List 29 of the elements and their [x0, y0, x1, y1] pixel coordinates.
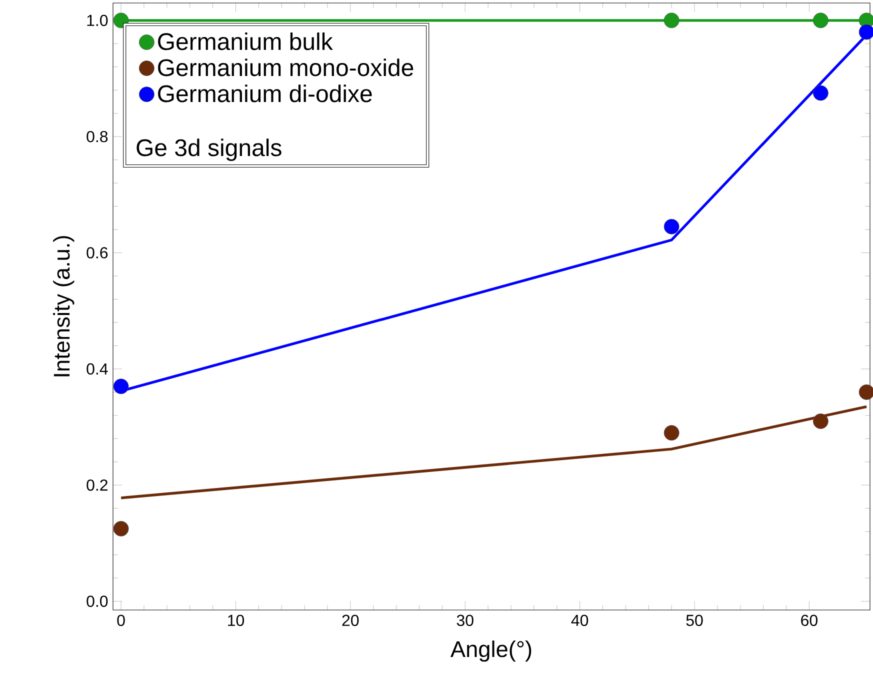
point — [113, 12, 129, 28]
x-axis-title: Angle(°) — [450, 640, 532, 662]
x-tick-label: 0 — [117, 614, 125, 626]
line-series — [120, 405, 868, 500]
annotation: Ge 3d signals — [136, 138, 282, 161]
x-tick-label: 40 — [571, 614, 588, 626]
x-tick-label: 50 — [686, 614, 703, 626]
x-tick-label: 20 — [342, 614, 359, 626]
point — [113, 378, 129, 394]
legend-label: Germanium mono-oxide — [158, 58, 414, 76]
point — [812, 85, 828, 101]
y-tick-label: 0.4 — [86, 363, 108, 375]
x-tick-label: 60 — [801, 614, 818, 626]
legend-label: Germanium bulk — [158, 32, 333, 50]
legend-label: Germanium di-odixe — [158, 84, 372, 102]
y-tick-label: 0.6 — [86, 247, 108, 258]
point — [812, 414, 828, 429]
point — [812, 12, 828, 28]
point — [664, 425, 680, 441]
y-axis-title: Intensity (a.u.) — [53, 236, 74, 376]
point — [664, 12, 680, 28]
y-tick-label: 1.0 — [87, 14, 108, 26]
y-tick-label: 0.8 — [86, 130, 108, 142]
x-tick-label: 10 — [228, 614, 244, 626]
y-tick-label: 0.2 — [86, 479, 108, 491]
x-tick-label: 30 — [456, 614, 474, 626]
point — [113, 520, 129, 536]
point — [664, 218, 680, 234]
y-tick-label: 0.0 — [86, 596, 108, 607]
